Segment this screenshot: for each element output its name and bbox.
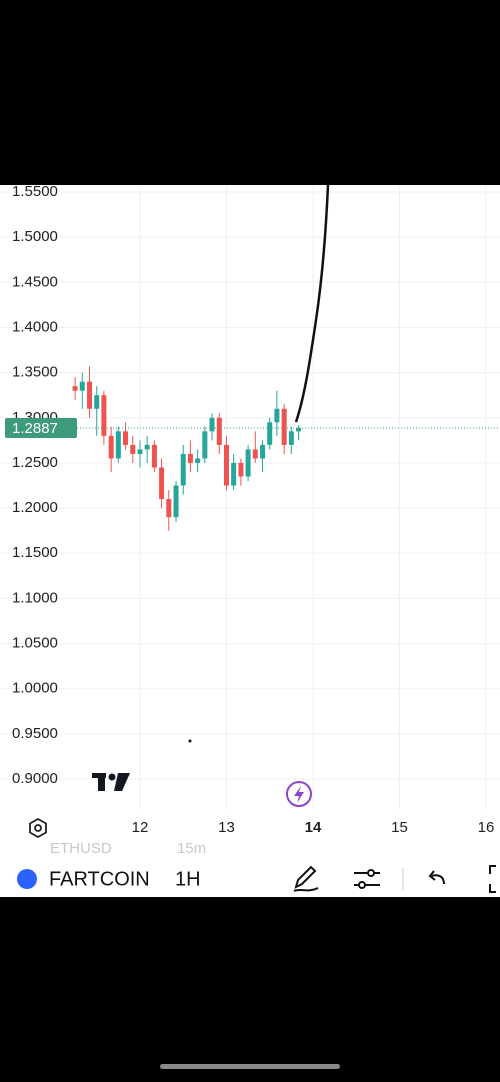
lightning-button[interactable] (286, 781, 312, 807)
candle-body (296, 428, 302, 432)
home-indicator (160, 1064, 340, 1069)
dot (188, 739, 192, 743)
tradingview-logo (92, 773, 130, 791)
candle-body (130, 444, 136, 454)
interval[interactable]: 1H (175, 868, 201, 890)
settings-icon[interactable] (29, 817, 47, 839)
faded-interval: 15m (177, 840, 206, 857)
undo-icon[interactable] (428, 870, 445, 885)
x-tick-label: 12 (132, 819, 149, 836)
candle-body (209, 417, 215, 432)
toolbar-bg (0, 857, 500, 897)
candle-body (260, 444, 266, 459)
candle-body (267, 422, 273, 445)
candle-body (187, 453, 193, 463)
candle-body (123, 431, 129, 445)
candle-body (87, 381, 93, 409)
candle-body (223, 444, 229, 486)
candle-body (144, 444, 150, 450)
candle-body (281, 408, 287, 445)
price-label: 1.2887 (12, 420, 58, 437)
y-tick-label: 1.2500 (12, 454, 58, 471)
y-tick-label: 1.2000 (12, 499, 58, 516)
candle-body (252, 449, 258, 459)
candle-body (166, 499, 172, 518)
candle-body (238, 462, 244, 477)
y-tick-label: 1.5500 (12, 183, 58, 200)
draw-icon[interactable] (293, 865, 319, 892)
candle-body (180, 453, 186, 486)
candle-body (173, 485, 179, 518)
faded-symbol: ETHUSD (50, 840, 112, 857)
toolbar: ETHUSD 15m FARTCOIN 1H (0, 840, 500, 897)
candle-body (216, 417, 222, 445)
candle-body (72, 386, 78, 391)
hand-drawn-curve (294, 184, 330, 423)
x-tick-label: 16 (478, 819, 495, 836)
y-tick-label: 0.9000 (12, 770, 58, 787)
chart-area (0, 185, 500, 897)
x-tick-label: 13 (218, 819, 235, 836)
y-tick-label: 1.1000 (12, 589, 58, 606)
y-tick-label: 1.4000 (12, 318, 58, 335)
candle-body (159, 467, 165, 500)
y-tick-label: 1.4500 (12, 273, 58, 290)
symbol-fade (154, 862, 168, 896)
candle-body (245, 449, 251, 477)
candle-body (108, 435, 114, 459)
candle-body (288, 431, 294, 445)
candle-body (137, 449, 143, 454)
y-tick-label: 1.0000 (12, 680, 58, 697)
candles (72, 366, 302, 531)
x-tick-label: 14 (305, 819, 322, 836)
candle-body (274, 408, 280, 423)
y-tick-label: 1.1500 (12, 544, 58, 561)
overlay: 1.2887 (5, 184, 500, 839)
candle-body (115, 431, 121, 459)
fullscreen-icon[interactable] (489, 865, 496, 893)
symbol-icon (17, 869, 37, 889)
grid: 0.9000 0.9500 1.0000 1.0500 1.1000 1.1500 1.20… (0, 183, 500, 836)
y-tick-label: 0.9500 (12, 725, 58, 742)
candle-body (231, 462, 237, 486)
candle-body (101, 395, 107, 436)
candle-body (151, 444, 157, 468)
price-label-bg (5, 418, 77, 439)
symbol[interactable]: FARTCOIN (49, 868, 150, 890)
candle-body (195, 458, 201, 463)
candle-body (94, 395, 100, 409)
y-tick-label: 1.3500 (12, 364, 58, 381)
candle-body (79, 381, 85, 391)
candle-body (202, 431, 208, 459)
indicators-icon[interactable] (354, 869, 380, 889)
y-tick-label: 1.5000 (12, 228, 58, 245)
y-tick-label: 1.0500 (12, 635, 58, 652)
x-tick-label: 15 (391, 819, 408, 836)
